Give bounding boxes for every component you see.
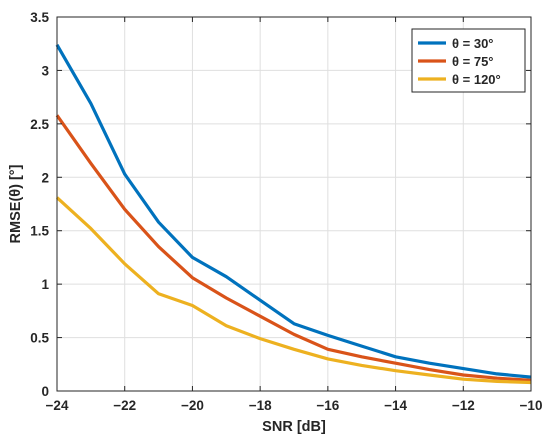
x-tick-label: −12 xyxy=(452,398,475,413)
axis-ticks: −24 −22 −20 −18 −16 −14 −12 −10 0 0.5 1 1.5 2 2.5 3 3.5 xyxy=(30,10,542,413)
legend-label: θ = 30° xyxy=(452,36,494,51)
legend-label: θ = 75° xyxy=(452,54,494,69)
legend: θ = 30° θ = 75° θ = 120° xyxy=(411,28,526,93)
x-tick-label: −16 xyxy=(316,398,339,413)
x-tick-label: −10 xyxy=(520,398,543,413)
series-line xyxy=(55,114,532,382)
y-tick-label: 2.5 xyxy=(30,117,49,132)
legend-label: θ = 120° xyxy=(452,72,501,87)
x-tick-label: −24 xyxy=(46,398,69,413)
y-tick-label: 1 xyxy=(41,277,49,292)
y-tick-label: 0.5 xyxy=(30,331,49,346)
x-tick-label: −18 xyxy=(249,398,272,413)
series-line xyxy=(55,44,532,379)
y-axis-label: RMSE(θ) [°] xyxy=(8,164,24,243)
y-tick-label: 1.5 xyxy=(30,224,49,239)
grid-lines xyxy=(56,16,532,392)
y-tick-label: 0 xyxy=(41,384,49,399)
x-axis-label: SNR [dB] xyxy=(262,419,326,435)
y-tick-label: 2 xyxy=(41,170,49,185)
series-line xyxy=(55,196,532,385)
y-tick-label: 3 xyxy=(41,63,49,78)
x-tick-label: −20 xyxy=(181,398,204,413)
x-tick-label: −14 xyxy=(384,398,407,413)
x-tick-label: −22 xyxy=(113,398,136,413)
y-tick-label: 3.5 xyxy=(30,10,49,25)
series-lines xyxy=(55,44,532,385)
plot-area-frame xyxy=(56,16,532,392)
